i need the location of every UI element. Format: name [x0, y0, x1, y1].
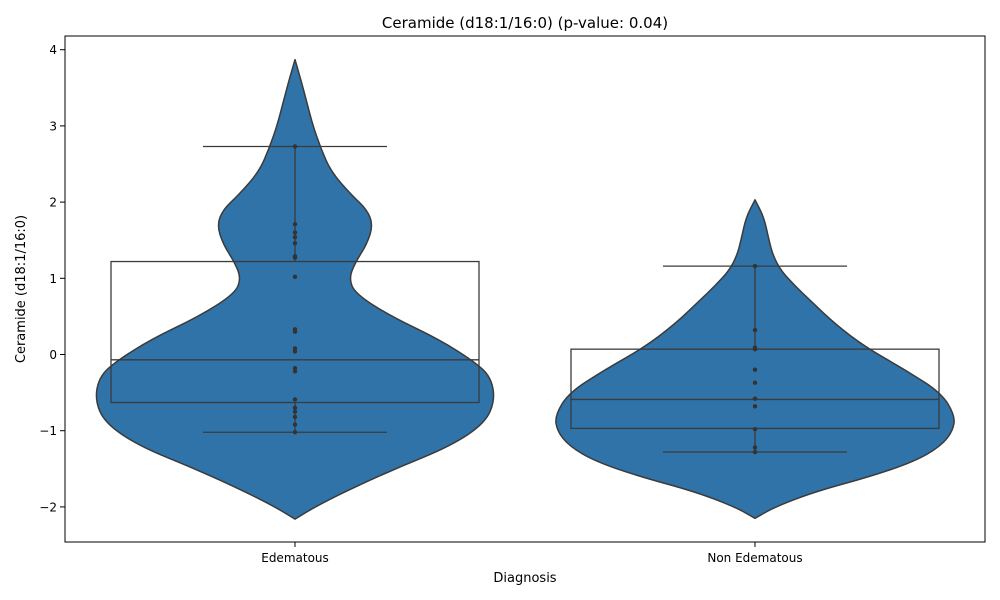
- data-point: [292, 405, 298, 411]
- data-point: [292, 369, 298, 374]
- data-point: [752, 449, 758, 455]
- x-tick-label: Non Edematous: [707, 551, 802, 565]
- x-axis: Edematous Non Edematous: [261, 542, 803, 565]
- data-point: [292, 329, 298, 334]
- violin-group: [555, 199, 955, 520]
- y-tick-label: 2: [49, 196, 57, 210]
- data-point: [752, 445, 758, 450]
- data-point: [752, 404, 758, 409]
- y-tick-label: 4: [49, 43, 57, 57]
- x-tick-label: Edematous: [261, 551, 329, 565]
- plot-area: [95, 58, 955, 520]
- y-tick-label: −2: [39, 500, 57, 514]
- chart-title: Ceramide (d18:1/16:0) (p-value: 0.04): [382, 14, 668, 32]
- y-tick-label: 0: [49, 348, 57, 362]
- data-point: [752, 367, 758, 372]
- data-point: [292, 230, 298, 235]
- data-point: [292, 346, 298, 351]
- data-point: [292, 422, 298, 427]
- violin-body: [95, 58, 495, 520]
- y-tick-label: 3: [49, 119, 57, 133]
- violin-body: [555, 199, 955, 520]
- data-point: [752, 263, 758, 269]
- data-point: [292, 234, 298, 240]
- data-point: [292, 409, 298, 414]
- x-axis-label: Diagnosis: [493, 571, 556, 586]
- y-axis-label: Ceramide (d18:1/16:0): [14, 215, 29, 363]
- data-point: [752, 346, 758, 352]
- violin-group: [95, 58, 495, 520]
- data-point: [752, 426, 758, 432]
- y-tick-label: −1: [39, 424, 57, 438]
- data-point: [292, 430, 298, 435]
- data-point: [292, 366, 298, 371]
- y-tick-label: 1: [49, 272, 57, 286]
- data-point: [752, 396, 758, 401]
- data-point: [292, 144, 298, 149]
- y-axis: 4 3 2 1 0 −1 −2: [39, 43, 65, 514]
- data-point: [292, 349, 298, 354]
- plot-frame: [64, 35, 986, 543]
- data-point: [292, 414, 298, 420]
- data-point: [292, 397, 298, 402]
- data-point: [292, 221, 298, 227]
- data-point: [292, 255, 298, 260]
- data-point: [752, 380, 758, 385]
- data-point: [292, 241, 298, 246]
- data-point: [292, 274, 298, 279]
- data-point: [752, 327, 758, 333]
